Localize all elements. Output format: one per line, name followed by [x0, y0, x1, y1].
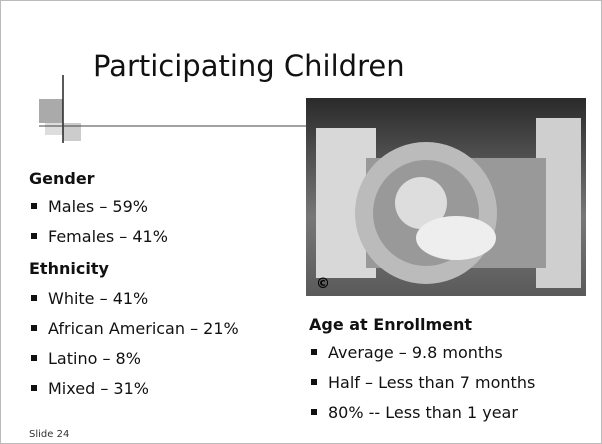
- section-heading: Ethnicity: [29, 259, 109, 278]
- slide-title: Participating Children: [93, 49, 405, 83]
- photo: ©: [306, 98, 586, 296]
- slide: Participating Children © Gender Males – …: [0, 0, 602, 444]
- bullet: Half – Less than 7 months: [311, 373, 535, 392]
- photo-caption: ©: [316, 276, 330, 292]
- bullet: Latino – 8%: [31, 349, 141, 368]
- section-heading: Gender: [29, 169, 95, 188]
- section-heading: Age at Enrollment: [309, 315, 472, 334]
- bullet: Mixed – 31%: [31, 379, 149, 398]
- bullet: African American – 21%: [31, 319, 239, 338]
- bullet: Males – 59%: [31, 197, 148, 216]
- slide-number: Slide 24: [29, 429, 69, 440]
- bullet: Average – 9.8 months: [311, 343, 503, 362]
- deco-square: [39, 99, 63, 123]
- deco-square: [45, 123, 63, 135]
- bullet: Females – 41%: [31, 227, 168, 246]
- bullet: White – 41%: [31, 289, 148, 308]
- bullet: 80% -- Less than 1 year: [311, 403, 518, 422]
